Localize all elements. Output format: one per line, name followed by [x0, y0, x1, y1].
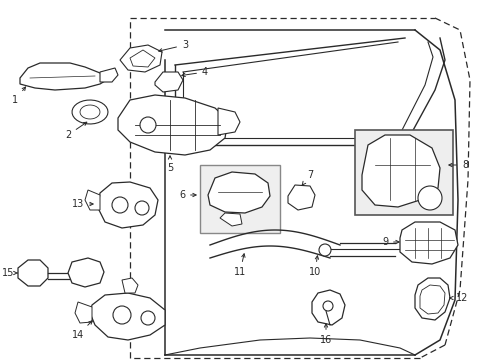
FancyBboxPatch shape — [200, 165, 280, 233]
Circle shape — [418, 186, 442, 210]
Polygon shape — [120, 45, 162, 72]
Text: 10: 10 — [309, 256, 321, 277]
Polygon shape — [400, 222, 458, 264]
Text: 9: 9 — [382, 237, 399, 247]
Text: 3: 3 — [159, 40, 188, 52]
Text: 4: 4 — [182, 67, 208, 77]
Polygon shape — [118, 95, 228, 155]
Polygon shape — [68, 258, 104, 287]
Circle shape — [112, 197, 128, 213]
Circle shape — [135, 201, 149, 215]
Text: 7: 7 — [302, 170, 313, 185]
Text: 15: 15 — [2, 268, 17, 278]
Polygon shape — [155, 72, 183, 92]
Circle shape — [140, 117, 156, 133]
Polygon shape — [208, 172, 270, 213]
Text: 11: 11 — [234, 254, 246, 277]
FancyBboxPatch shape — [355, 130, 453, 215]
Polygon shape — [80, 105, 100, 119]
Polygon shape — [100, 68, 118, 82]
Text: 2: 2 — [65, 122, 87, 140]
Polygon shape — [20, 63, 110, 90]
Circle shape — [323, 301, 333, 311]
Polygon shape — [98, 182, 158, 228]
Text: 14: 14 — [72, 321, 92, 340]
Polygon shape — [130, 50, 155, 67]
Circle shape — [113, 306, 131, 324]
Polygon shape — [312, 290, 345, 325]
Text: 6: 6 — [179, 190, 196, 200]
Text: 13: 13 — [72, 199, 93, 209]
Polygon shape — [90, 293, 165, 340]
Polygon shape — [75, 302, 92, 323]
Polygon shape — [72, 100, 108, 124]
Polygon shape — [122, 278, 138, 293]
Polygon shape — [218, 108, 240, 135]
Text: 1: 1 — [12, 87, 25, 105]
Text: 12: 12 — [450, 293, 468, 303]
Polygon shape — [420, 285, 445, 314]
Circle shape — [319, 244, 331, 256]
Polygon shape — [85, 190, 100, 210]
Circle shape — [141, 311, 155, 325]
Text: 16: 16 — [320, 324, 332, 345]
Polygon shape — [18, 260, 48, 286]
Polygon shape — [288, 185, 315, 210]
Text: 5: 5 — [167, 156, 173, 173]
Polygon shape — [415, 278, 450, 320]
Text: 8: 8 — [449, 160, 468, 170]
Polygon shape — [362, 135, 440, 207]
Polygon shape — [220, 213, 242, 226]
